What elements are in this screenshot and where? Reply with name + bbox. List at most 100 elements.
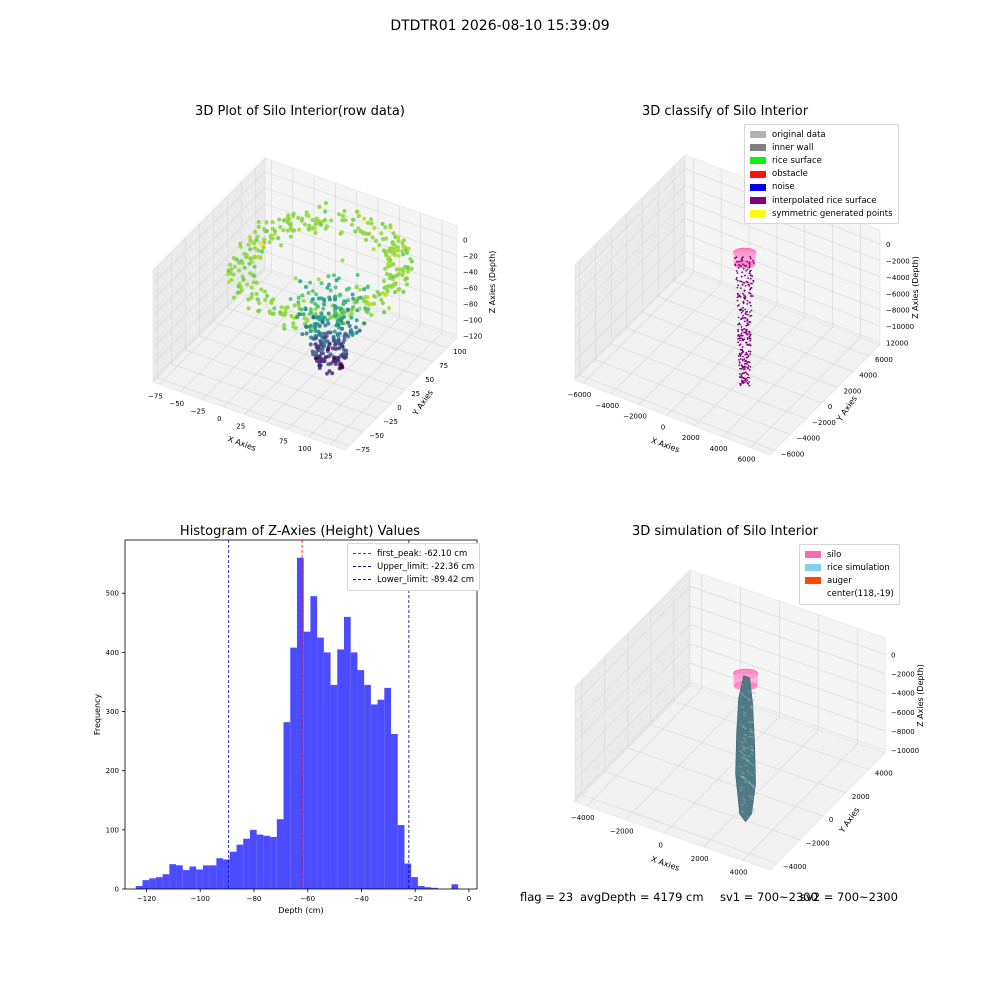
histogram-bar [451, 884, 459, 889]
data-point [354, 330, 359, 335]
classified-point [737, 341, 739, 344]
surface-mesh-line [739, 750, 743, 753]
surface-mesh-line [742, 726, 747, 730]
grid-line [264, 235, 458, 304]
classified-point [747, 313, 749, 316]
surface-mesh-line [742, 801, 746, 804]
data-point [328, 288, 333, 293]
grid-line [722, 326, 833, 437]
legend-swatch [805, 564, 821, 572]
legend-swatch [750, 170, 766, 178]
data-point [304, 285, 308, 289]
grid-line [742, 743, 858, 861]
grid-line [583, 273, 694, 384]
classified-point [745, 265, 748, 267]
data-point [288, 226, 293, 231]
data-point [337, 325, 342, 330]
data-point [299, 218, 304, 223]
legend-label: silo [827, 549, 842, 560]
surface-mesh-line [746, 746, 750, 749]
classified-point [745, 269, 747, 272]
classified-point [749, 287, 752, 290]
data-point [262, 240, 267, 245]
classified-point [742, 256, 744, 258]
surface-mesh-line [747, 735, 751, 739]
data-point [389, 263, 394, 268]
data-point [394, 247, 399, 253]
data-point [319, 342, 324, 347]
histogram-bar [397, 825, 405, 889]
panel3-histogram: −120 −100 −80 −60 −40 −20 0 0 100 200 300 400 500 Dep… [93, 539, 478, 915]
z-tick-label: −120 [463, 333, 482, 341]
surface-mesh-line [747, 698, 751, 702]
classified-point [750, 295, 752, 298]
data-point [346, 298, 350, 303]
data-point [340, 258, 345, 263]
classified-point [740, 258, 743, 260]
classified-point [749, 292, 752, 295]
legend-item: noise [750, 181, 893, 194]
legend-item: first_peak: -62.10 cm [353, 547, 474, 560]
data-point [329, 314, 334, 320]
data-point [323, 323, 328, 328]
data-point [404, 276, 409, 281]
z-tick-label: 0 [463, 237, 467, 245]
data-point [319, 281, 324, 286]
classified-point [738, 364, 741, 366]
data-point [395, 235, 401, 240]
surface-mesh-line [740, 785, 744, 789]
data-point [264, 229, 269, 234]
data-point [281, 228, 286, 233]
classified-point [741, 283, 744, 286]
data-point [347, 324, 352, 328]
legend-label: rice simulation [827, 562, 890, 573]
data-point [316, 277, 321, 282]
y-tick-label: 0 [829, 816, 833, 824]
classified-point [735, 270, 738, 272]
y-tick-label: −2000 [806, 840, 830, 848]
classified-point [744, 380, 747, 383]
data-point [332, 273, 336, 278]
data-point [313, 307, 318, 312]
data-point [296, 295, 301, 300]
legend-label: center(118,-19) [827, 589, 894, 600]
y-tick-label: −25 [383, 418, 398, 426]
classified-point [748, 361, 751, 364]
data-point [267, 240, 272, 245]
data-point [303, 306, 308, 311]
data-point [308, 307, 313, 312]
legend-label: Upper_limit: -22.36 cm [377, 561, 475, 572]
data-point [306, 226, 311, 231]
surface-mesh-line [742, 714, 747, 717]
legend-label: interpolated rice surface [772, 195, 877, 206]
classified-point [741, 334, 744, 337]
y-tick-label: 0 [397, 404, 401, 412]
data-point [355, 273, 360, 278]
classified-point [749, 256, 752, 258]
data-point [262, 289, 268, 294]
data-point [326, 274, 331, 279]
surface-mesh-line [743, 757, 747, 760]
classified-point [741, 372, 744, 375]
surface-mesh-line [750, 749, 754, 752]
data-point [305, 317, 310, 322]
data-point [236, 268, 242, 273]
z-axis-label: Z Axies (Depth) [916, 664, 925, 727]
data-point [362, 216, 367, 221]
data-point [232, 264, 237, 269]
data-point [282, 326, 287, 331]
data-point [310, 349, 315, 354]
classified-point [740, 374, 743, 377]
grid-line [627, 747, 823, 817]
classified-point [752, 279, 755, 282]
grid-line [574, 234, 686, 345]
surface-mesh-line [750, 720, 754, 724]
surface-mesh-line [747, 815, 751, 819]
legend-label: symmetric generated points [772, 208, 893, 219]
x-tick-label: 25 [236, 422, 245, 430]
data-point [327, 282, 332, 287]
legend-swatch [805, 591, 821, 598]
data-point [353, 229, 358, 234]
legend-swatch [353, 579, 371, 581]
plot-frame [124, 539, 478, 890]
